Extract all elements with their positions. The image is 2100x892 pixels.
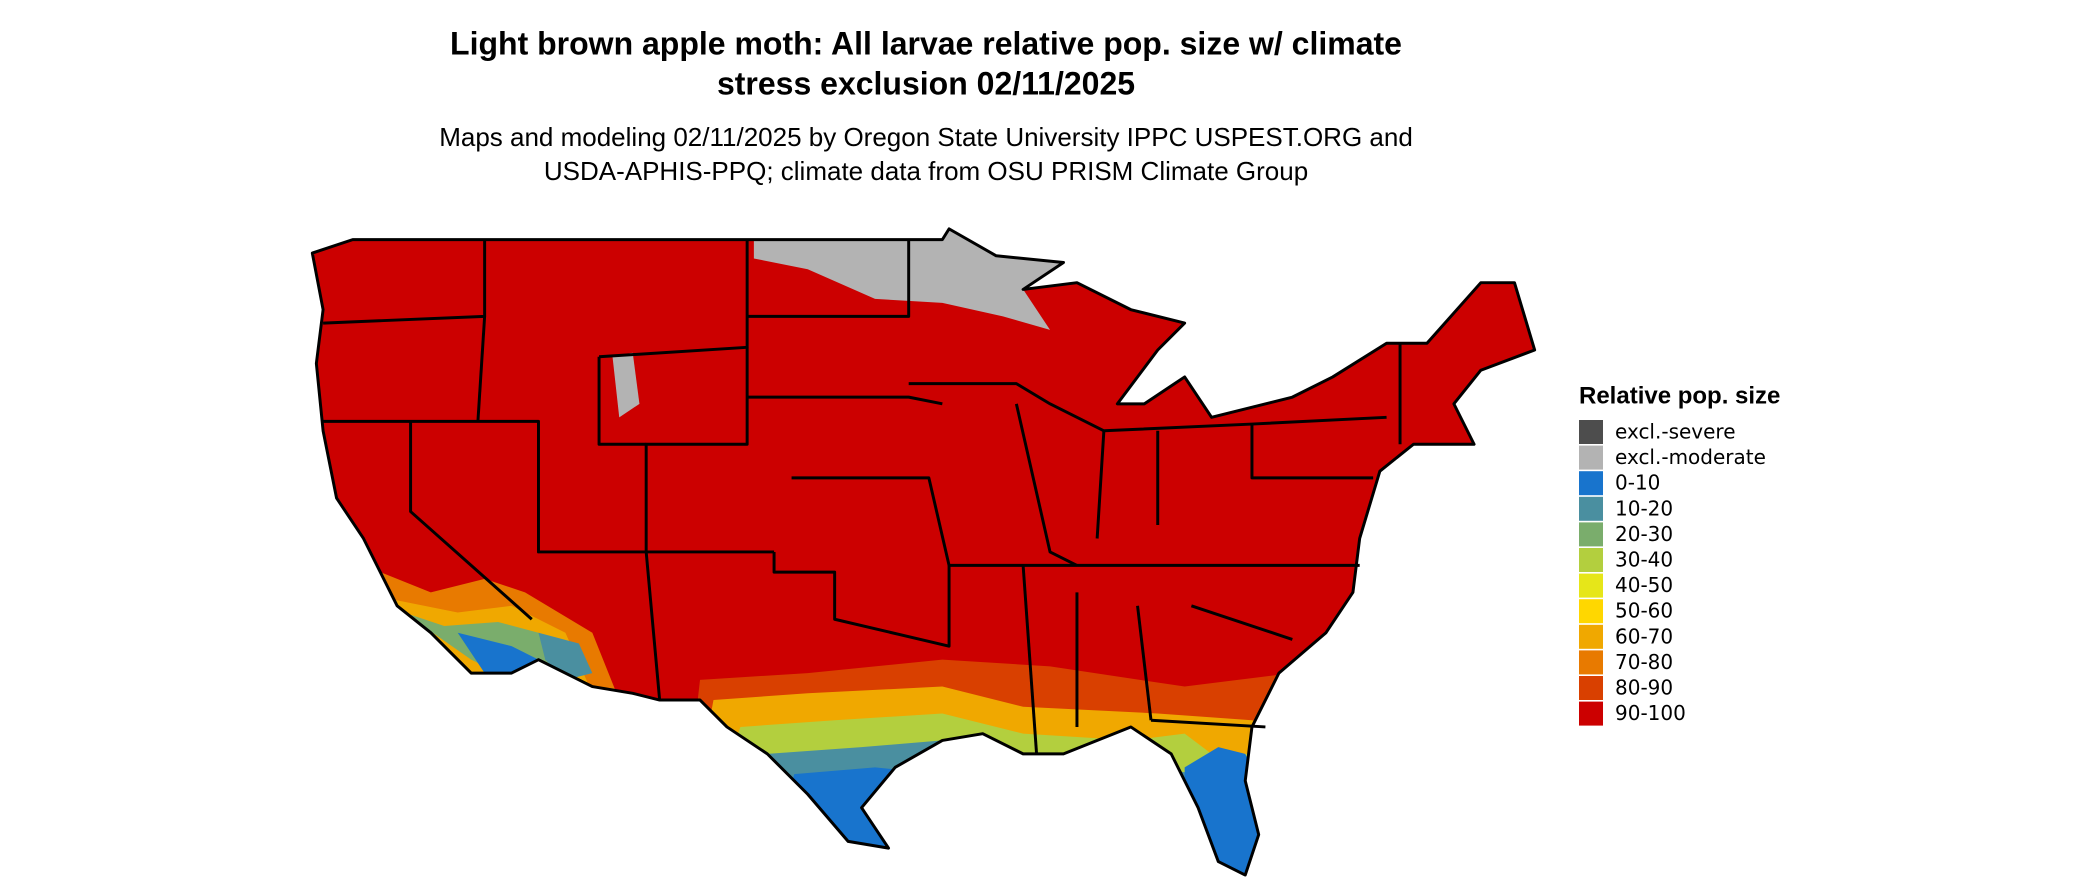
legend-label: 80-90 (1615, 676, 1673, 700)
legend-swatch (1579, 548, 1603, 572)
legend-label: 20-30 (1615, 522, 1673, 546)
legend-label: 50-60 (1615, 599, 1673, 623)
subtitle-line: Maps and modeling 02/11/2025 by Oregon S… (439, 122, 1413, 152)
legend-label: 40-50 (1615, 573, 1673, 597)
legend-swatch (1579, 676, 1603, 700)
state-borders (323, 239, 1402, 754)
legend-swatch (1579, 599, 1603, 624)
legend-swatch (1579, 420, 1603, 444)
legend-label: excl.-moderate (1615, 445, 1766, 469)
legend-swatch (1579, 522, 1603, 547)
legend-label: 60-70 (1615, 624, 1673, 648)
title-line: stress exclusion 02/11/2025 (717, 65, 1135, 101)
subtitle-line: USDA-APHIS-PPQ; climate data from OSU PR… (544, 156, 1308, 186)
legend-swatch (1579, 471, 1603, 496)
legend-swatch (1579, 624, 1603, 649)
legend-label: 0-10 (1615, 471, 1660, 495)
legend-swatch (1579, 496, 1603, 521)
legend-label: 30-40 (1615, 548, 1673, 572)
legend: excl.-severeexcl.-moderate0-1010-2020-30… (1579, 420, 1766, 726)
title-line: Light brown apple moth: All larvae relat… (450, 25, 1402, 61)
map (310, 227, 1537, 877)
legend-label: 90-100 (1615, 701, 1686, 725)
legend-swatch (1579, 573, 1603, 598)
legend-label: excl.-severe (1615, 420, 1736, 444)
legend-label: 10-20 (1615, 496, 1673, 520)
legend-label: 70-80 (1615, 650, 1673, 674)
legend-swatch (1579, 701, 1603, 726)
legend-swatch (1579, 445, 1603, 470)
legend-swatch (1579, 650, 1603, 675)
legend-title: Relative pop. size (1579, 382, 1780, 409)
